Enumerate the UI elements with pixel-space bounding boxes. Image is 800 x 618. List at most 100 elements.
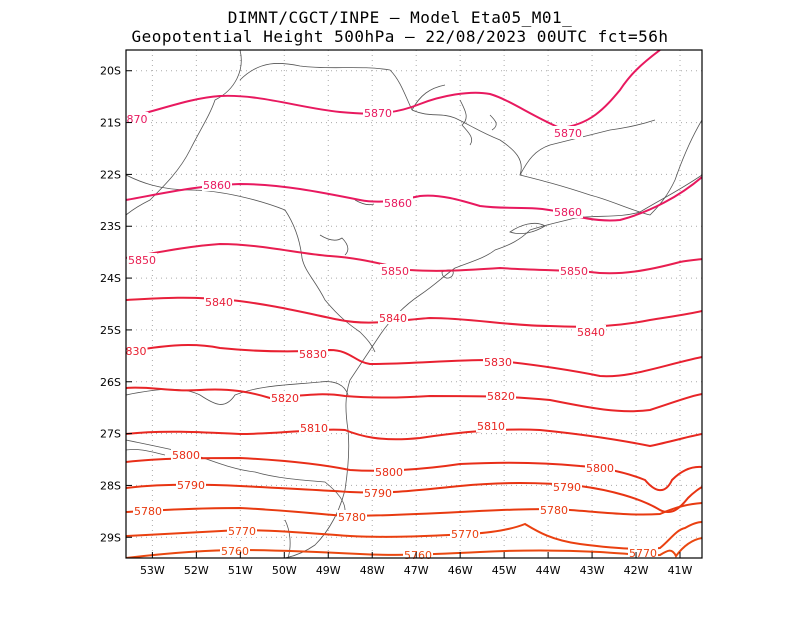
contour-label-bg [270, 391, 300, 404]
lon-tick-label: 43W [580, 564, 605, 577]
contour-label-bg [299, 421, 329, 434]
lon-tick-label: 49W [316, 564, 341, 577]
contour-label-5850: 5850 [381, 265, 409, 278]
contour-label-5780: 5780 [540, 504, 568, 517]
state-border [126, 381, 349, 405]
contour-label-bg [559, 264, 589, 277]
contour-label-5850: 5850 [128, 254, 156, 267]
contour-label-5770: 5770 [451, 528, 479, 541]
contour-label-bg [486, 389, 516, 402]
contour-label-bg [202, 178, 232, 191]
contour-label-5840: 5840 [577, 326, 605, 339]
state-border [239, 63, 413, 111]
lat-tick-label: 26S [100, 376, 121, 389]
lat-tick-label: 24S [100, 272, 121, 285]
lat-tick-label: 23S [100, 220, 121, 233]
contour-label-5840: 5840 [379, 312, 407, 325]
lon-tick-label: 53W [140, 564, 165, 577]
lon-tick-label: 41W [668, 564, 693, 577]
contour-5850 [126, 242, 702, 275]
lon-tick-label: 52W [184, 564, 209, 577]
contour-label-5790: 5790 [553, 481, 581, 494]
contour-5870 [126, 50, 661, 130]
axes: 53W 52W 51W 50W 49W 48W 47W 46W 45W 44W 43W 42W 41W 2… [100, 65, 693, 577]
lon-tick-label: 48W [360, 564, 385, 577]
contour-label-5870: 5870 [554, 127, 582, 140]
contour-label-5790: 5790 [364, 487, 392, 500]
contour-label-bg [204, 295, 234, 308]
contour-label-5800: 5800 [172, 449, 200, 462]
contour-label-5830: 830 [126, 345, 147, 358]
contour-label-5770: 5770 [228, 525, 256, 538]
contour-label-bg [450, 527, 480, 540]
contour-label-5870: 5870 [364, 107, 392, 120]
lon-tick-label: 44W [536, 564, 561, 577]
plot-frame [125, 49, 703, 559]
contour-label-5830: 5830 [299, 348, 327, 361]
state-border [284, 519, 291, 558]
contour-label-5790: 5790 [177, 479, 205, 492]
lat-tick-label: 20S [100, 65, 121, 78]
title-line-1: DIMNT/CGCT/INPE – Model Eta05_M01_ [227, 8, 573, 27]
lat-tick-label: 21S [100, 117, 121, 130]
reservoir [459, 99, 497, 146]
contour-label-5810: 5810 [477, 420, 505, 433]
contour-label-5780: 5780 [134, 505, 162, 518]
title-line-2: Geopotential Height 500hPa – 22/08/2023 … [131, 27, 669, 46]
contour-label-5760: 5760 [404, 549, 432, 562]
contour-label-bg [553, 126, 583, 139]
contour-label-5860: 5860 [203, 179, 231, 192]
contour-label-bg [552, 480, 582, 493]
contour-label-bg [227, 524, 257, 537]
contour-label-bg [124, 344, 148, 357]
contour-label-bg [337, 510, 367, 523]
contour-label-5820: 5820 [487, 390, 515, 403]
lat-tick-label: 27S [100, 428, 121, 441]
contour-label-bg [378, 311, 408, 324]
contour-label-bg [171, 448, 201, 461]
contour-label-5820: 5820 [271, 392, 299, 405]
reservoir [354, 199, 375, 206]
lat-tick-label: 22S [100, 168, 121, 181]
contour-label-bg [628, 546, 658, 559]
state-border [126, 50, 242, 216]
lon-tick-label: 42W [624, 564, 649, 577]
lat-tick-label: 25S [100, 324, 121, 337]
contour-5810 [126, 428, 702, 448]
coastline [411, 109, 702, 216]
reservoir [319, 234, 349, 256]
state-border [126, 449, 166, 456]
contour-label-5800: 5800 [586, 462, 614, 475]
lon-tick-label: 47W [404, 564, 429, 577]
contour-label-5810: 5810 [300, 422, 328, 435]
contour-label-5860: 5860 [384, 197, 412, 210]
contour-label-bg [483, 355, 513, 368]
contour-label-bg [539, 503, 569, 516]
lat-tick-label: 29S [100, 531, 121, 544]
contour-5860 [126, 176, 702, 222]
contour-label-5760: 5760 [221, 545, 249, 558]
contour-label-bg [383, 196, 413, 209]
contour-5780 [126, 502, 702, 518]
contour-label-5800: 5800 [375, 466, 403, 479]
contour-label-bg [125, 112, 149, 125]
contour-label-bg [127, 253, 157, 266]
state-border [126, 174, 376, 353]
lat-tick-label: 28S [100, 479, 121, 492]
island [509, 223, 546, 234]
contour-label-bg [298, 347, 328, 360]
lon-tick-label: 50W [272, 564, 297, 577]
state-border [519, 119, 656, 176]
contour-label-bg [363, 106, 393, 119]
contour-label-bg [576, 325, 606, 338]
contour-5770 [126, 521, 702, 550]
contour-label-bg [553, 205, 583, 218]
state-border [126, 439, 346, 511]
lon-tick-label: 46W [448, 564, 473, 577]
contour-label-5780: 5780 [338, 511, 366, 524]
contour-labels: 870 5870 5870 5860 5860 5860 5850 5850 5850 5840 5… [124, 106, 658, 562]
contour-5830 [126, 344, 702, 378]
lon-tick-label: 45W [492, 564, 517, 577]
